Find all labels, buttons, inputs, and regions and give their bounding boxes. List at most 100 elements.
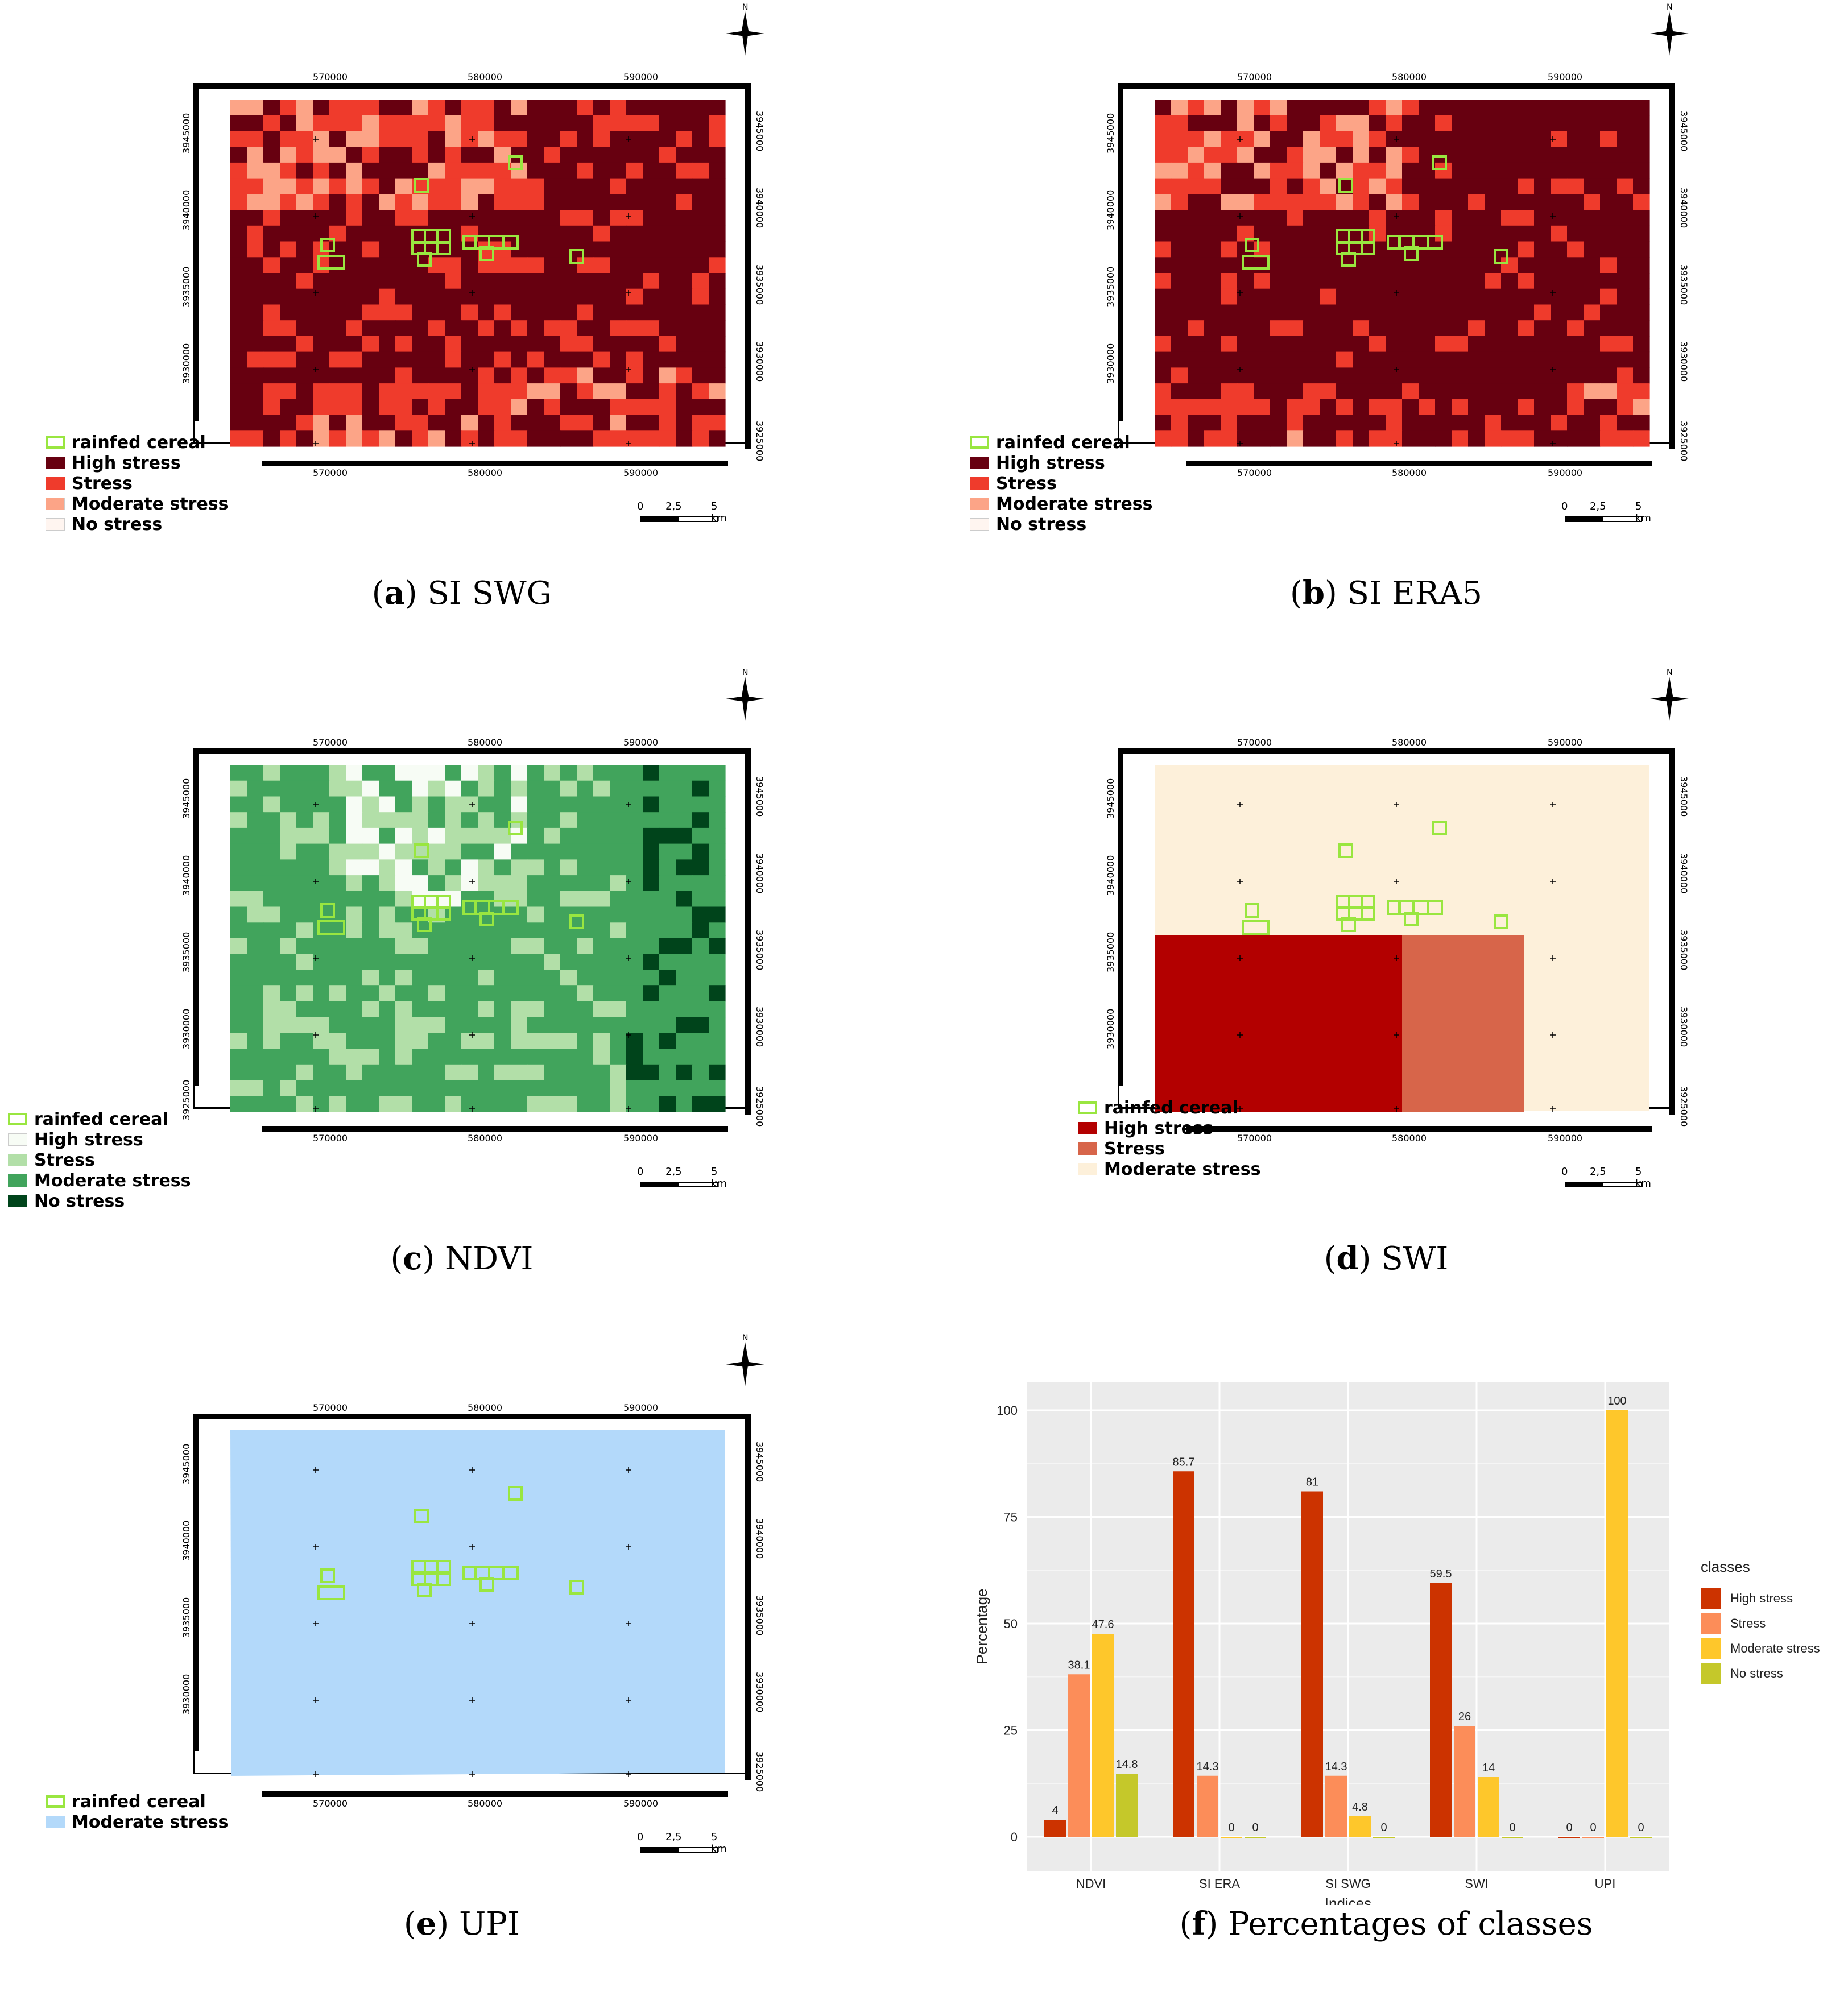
raster-cell (527, 1064, 544, 1081)
raster-cell (560, 859, 577, 876)
raster-cell (263, 875, 280, 892)
raster-cell (346, 210, 363, 226)
legend-label: High stress (72, 453, 181, 473)
raster-cell (709, 1001, 726, 1018)
raster-cell (329, 162, 346, 179)
raster-cell (379, 827, 396, 844)
raster-cell (313, 383, 330, 400)
raster-cell (296, 320, 313, 337)
legend-item: High stress (970, 453, 1153, 473)
grid-cross (1550, 367, 1556, 372)
raster-cell (362, 796, 379, 813)
raster-cell (445, 859, 462, 876)
raster-cell (643, 938, 660, 955)
raster-cell (247, 843, 264, 860)
raster-cell (313, 178, 330, 194)
raster-cell (247, 1096, 264, 1112)
raster-cell (296, 241, 313, 258)
raster-cell (412, 765, 429, 781)
raster-cell (1402, 147, 1419, 163)
raster-cell (346, 922, 363, 939)
legend-swatch (970, 518, 989, 531)
y-tick-right: 3930000 (754, 1007, 765, 1047)
x-tick-top: 570000 (1237, 72, 1272, 82)
raster-cell (1155, 162, 1172, 179)
raster-cell (692, 430, 709, 447)
y-tick-right: 3945000 (1679, 776, 1689, 817)
raster-cell (1584, 100, 1601, 116)
raster-cell (1485, 304, 1502, 321)
raster-cell (511, 1080, 528, 1096)
raster-cell (247, 162, 264, 179)
grid-cross (1394, 213, 1399, 219)
raster-cell (362, 304, 379, 321)
raster-cell (1452, 415, 1469, 431)
x-tick-bottom: 570000 (313, 1133, 348, 1144)
raster-cell (544, 780, 561, 797)
raster-cell (709, 875, 726, 892)
raster-cell (593, 288, 610, 305)
raster-cell (362, 985, 379, 1002)
raster-cell (1171, 367, 1188, 384)
grid-cross (626, 441, 631, 446)
grid-cross (1237, 441, 1243, 446)
raster-cell (1287, 320, 1304, 337)
y-tick-label: 50 (1004, 1617, 1018, 1631)
legend-swatch (1078, 1142, 1097, 1155)
raster-cell (1221, 178, 1238, 194)
raster-cell (1386, 320, 1403, 337)
raster-cell (1171, 336, 1188, 353)
raster-cell (494, 970, 511, 986)
raster-cell (610, 938, 627, 955)
raster-cell (1633, 131, 1650, 147)
raster-cell (1270, 210, 1287, 226)
raster-cell (1287, 100, 1304, 116)
raster-cell (1386, 210, 1403, 226)
grid-cross (469, 367, 475, 372)
raster-cell (1419, 415, 1436, 431)
raster-cell (1501, 336, 1518, 353)
raster-cell (527, 415, 544, 431)
raster-cell (511, 1049, 528, 1065)
raster-cell (346, 430, 363, 447)
raster-cell (1369, 304, 1386, 321)
raster-cell (527, 336, 544, 353)
raster-cell (247, 304, 264, 321)
raster-cell (560, 1033, 577, 1049)
raster-cell (527, 1017, 544, 1033)
raster-cell (346, 273, 363, 289)
raster-cell (379, 131, 396, 147)
raster-cell (1600, 351, 1617, 368)
x-tick-top: 590000 (623, 737, 659, 748)
raster-cell (1567, 430, 1584, 447)
raster-cell (412, 1096, 429, 1112)
grid-cross (626, 955, 631, 961)
raster-cell (676, 1064, 693, 1081)
legend-swatch (8, 1195, 27, 1207)
raster-cell (395, 162, 412, 179)
raster-cell (676, 162, 693, 179)
raster-cell (395, 131, 412, 147)
raster-cell (461, 162, 478, 179)
raster-cell (544, 225, 561, 242)
raster-cell (362, 1017, 379, 1033)
raster-cell (428, 765, 445, 781)
raster-cell (577, 210, 594, 226)
scale-bar: 0 2,5 5 km (1561, 500, 1651, 524)
raster-cell (1204, 351, 1221, 368)
raster-cell (1501, 273, 1518, 289)
raster-cell (544, 970, 561, 986)
raster-cell (230, 131, 247, 147)
raster-cell (494, 765, 511, 781)
raster-cell (1468, 100, 1485, 116)
raster-cell (626, 780, 643, 797)
raster-cell (610, 430, 627, 447)
legend-swatch (46, 518, 65, 531)
raster-cell (1452, 430, 1469, 447)
raster-cell (329, 336, 346, 353)
raster-cell (1501, 351, 1518, 368)
legend-label: No stress (34, 1191, 125, 1211)
raster-cell (478, 399, 495, 416)
raster-cell (659, 100, 676, 116)
raster-cell (247, 147, 264, 163)
